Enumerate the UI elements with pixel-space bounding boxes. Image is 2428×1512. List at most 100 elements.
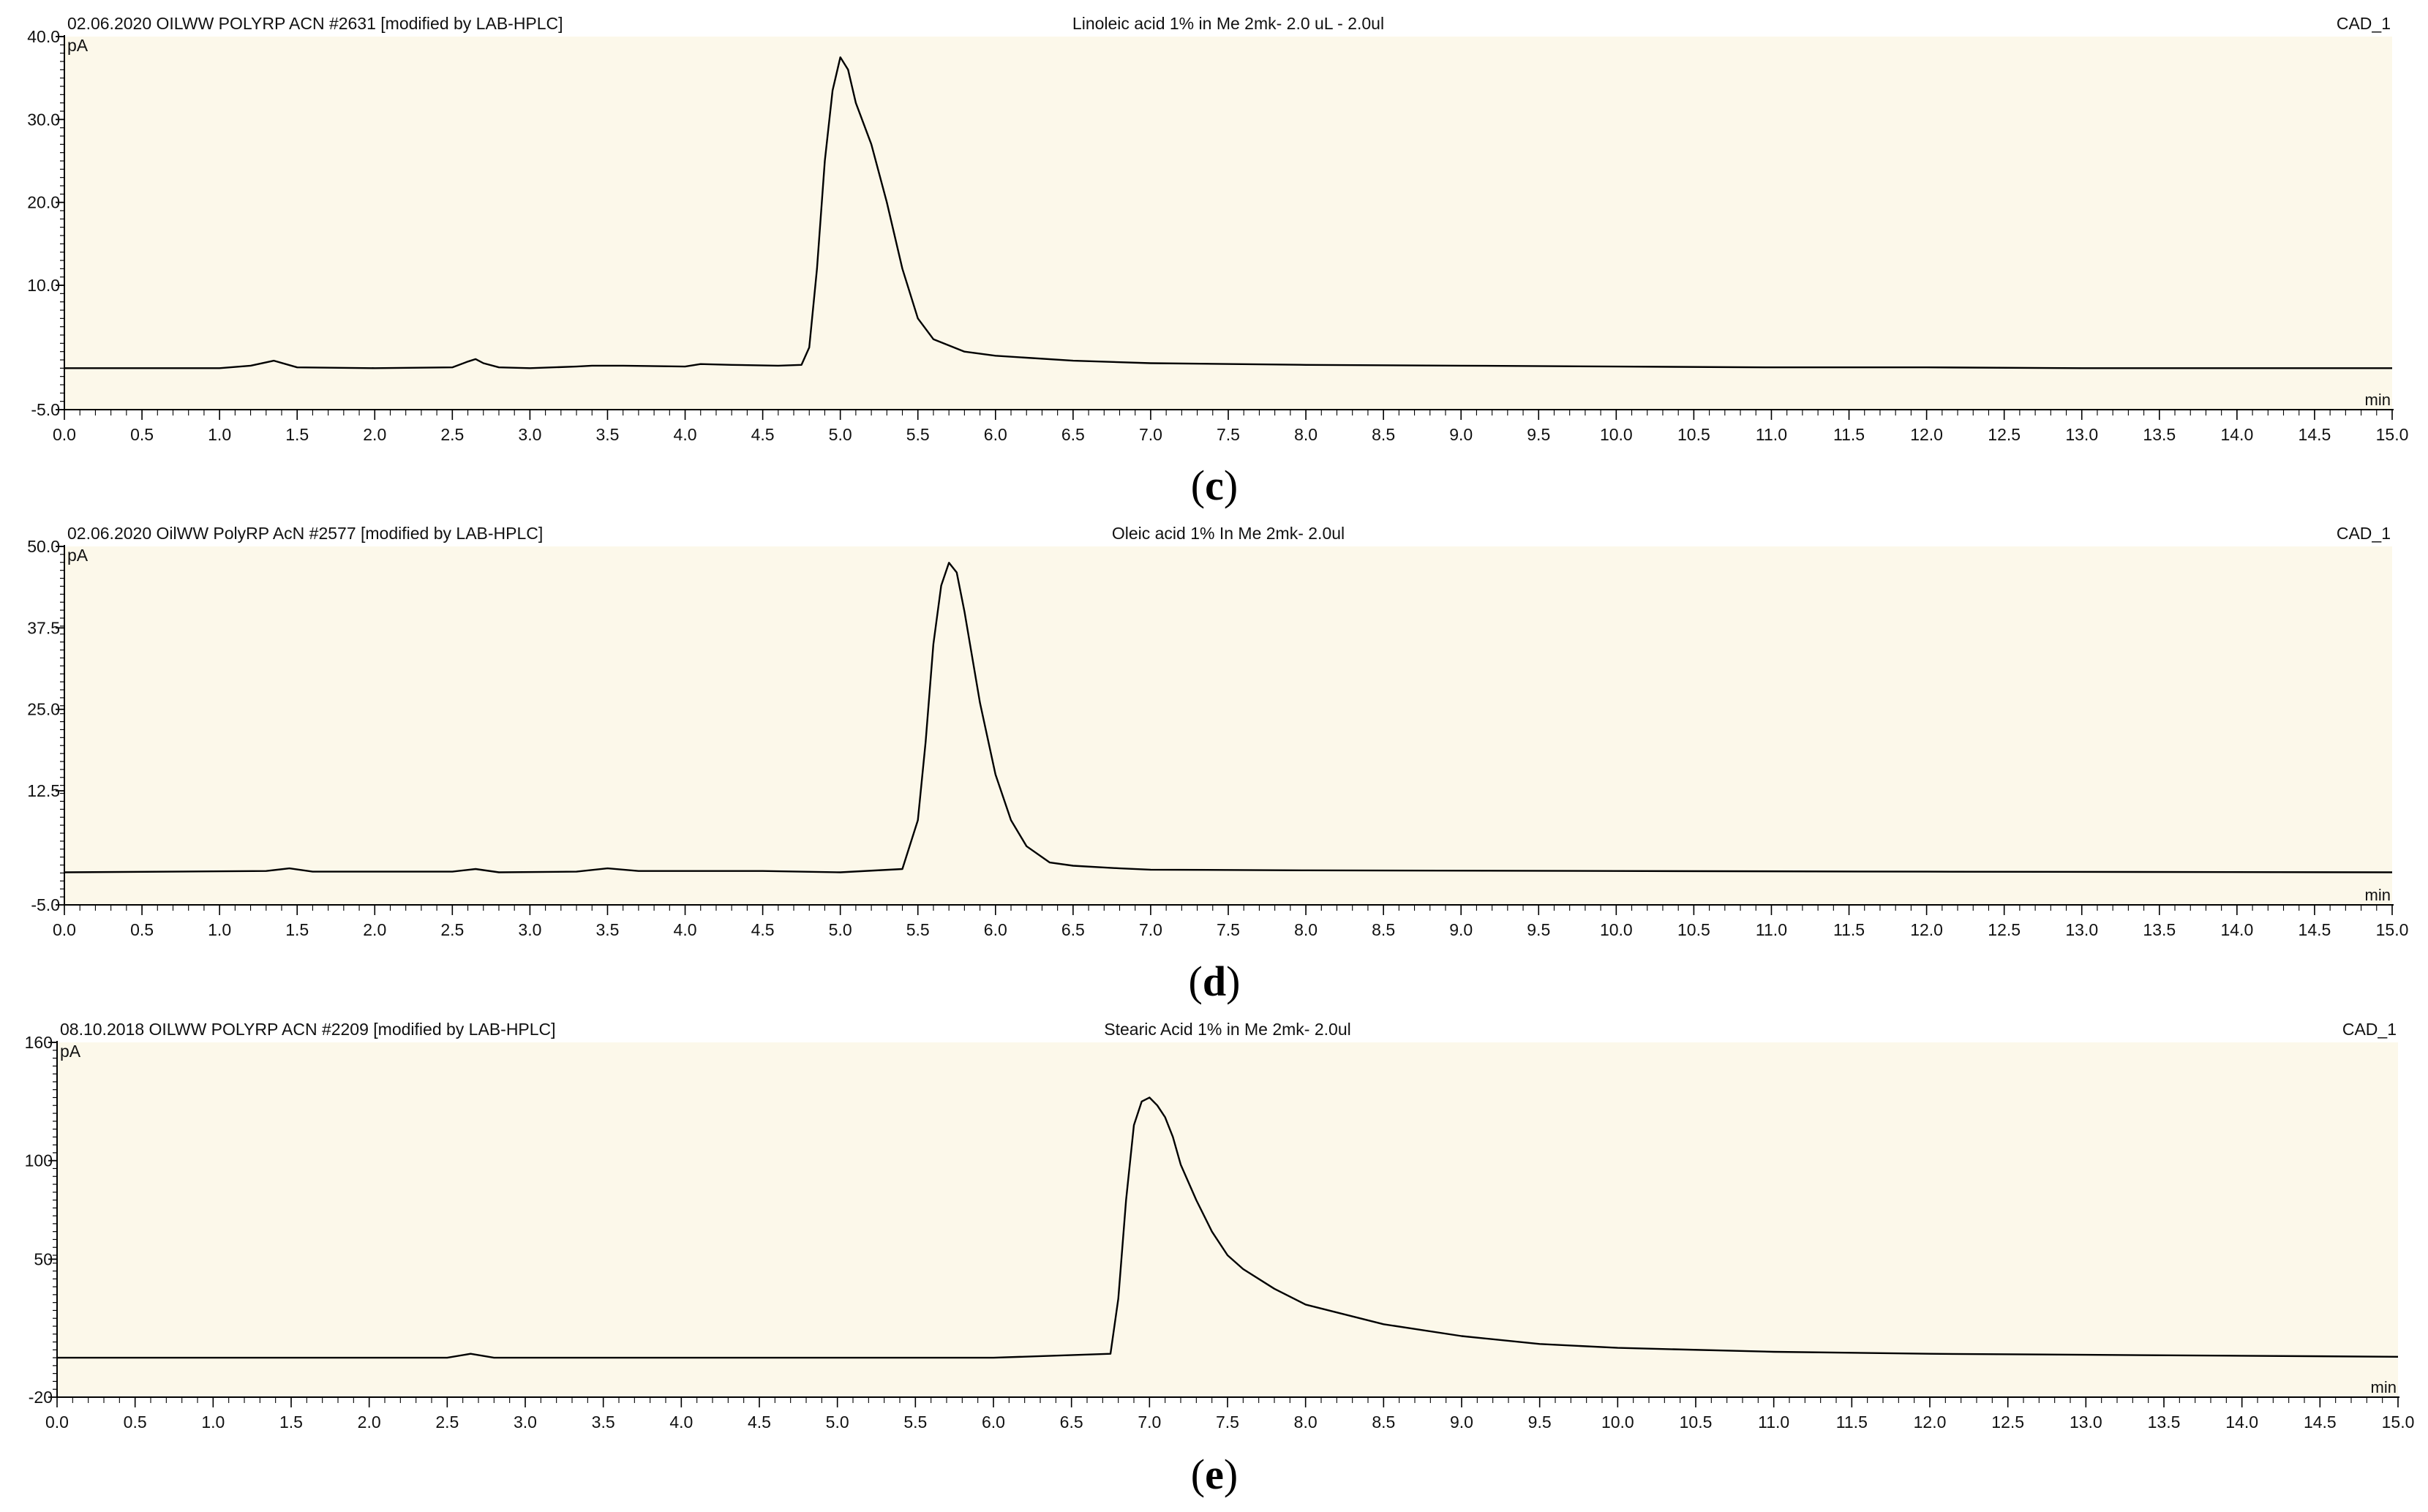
x-tick-label: 9.5 xyxy=(1528,1413,1552,1432)
x-tick-label: 2.5 xyxy=(440,920,464,939)
x-tick-label: 15.0 xyxy=(2382,1413,2415,1432)
x-tick-label: 9.0 xyxy=(1450,1413,1473,1432)
x-tick-label: 14.5 xyxy=(2299,920,2331,939)
x-tick-label: 8.0 xyxy=(1294,425,1318,444)
x-tick-label: 2.0 xyxy=(358,1413,381,1432)
x-tick-label: 9.0 xyxy=(1449,425,1473,444)
x-tick-label: 10.5 xyxy=(1677,425,1710,444)
chart-title: Oleic acid 1% In Me 2mk- 2.0ul xyxy=(1112,524,1345,543)
y-tick-label: 10.0 xyxy=(27,276,60,295)
x-tick-label: 6.0 xyxy=(984,920,1007,939)
x-tick-label: 7.5 xyxy=(1217,920,1240,939)
y-axis-unit: pA xyxy=(60,1042,81,1061)
panel-label-c: (c) xyxy=(1190,462,1239,509)
x-tick-label: 14.0 xyxy=(2225,1413,2258,1432)
x-tick-label: 9.0 xyxy=(1449,920,1473,939)
x-tick-label: 0.5 xyxy=(130,425,154,444)
plot-area xyxy=(57,1042,2398,1397)
x-axis-unit: min xyxy=(2365,886,2391,904)
series-line xyxy=(57,1097,2399,1359)
x-tick-label: 10.5 xyxy=(1680,1413,1713,1432)
y-tick-label: 50.0 xyxy=(27,537,60,556)
header-left: 02.06.2020 OILWW POLYRP ACN #2631 [modif… xyxy=(67,14,563,33)
y-tick-label: 40.0 xyxy=(27,27,60,46)
x-tick-label: 15.0 xyxy=(2376,425,2409,444)
x-tick-label: 4.5 xyxy=(751,425,775,444)
x-tick-label: 8.5 xyxy=(1372,920,1395,939)
x-tick-label: 8.0 xyxy=(1294,1413,1318,1432)
y-tick-label: 50 xyxy=(34,1249,53,1268)
x-tick-label: 4.5 xyxy=(748,1413,771,1432)
y-tick-label: 25.0 xyxy=(27,700,60,719)
panel-label-e: (e) xyxy=(1190,1451,1239,1498)
header-left: 02.06.2020 OilWW PolyRP AcN #2577 [modif… xyxy=(67,524,543,543)
x-tick-label: 5.0 xyxy=(826,1413,849,1432)
x-tick-label: 4.0 xyxy=(669,1413,693,1432)
x-tick-label: 8.0 xyxy=(1294,920,1318,939)
series-line xyxy=(64,56,2392,369)
y-tick-label: -20 xyxy=(29,1388,53,1407)
x-tick-label: 0.0 xyxy=(53,920,76,939)
x-tick-label: 12.5 xyxy=(1988,920,2021,939)
y-axis-unit: pA xyxy=(67,546,89,565)
y-tick-label: 30.0 xyxy=(27,110,60,129)
x-tick-label: 7.0 xyxy=(1139,920,1162,939)
x-tick-label: 10.5 xyxy=(1677,920,1710,939)
x-tick-label: 7.0 xyxy=(1138,1413,1161,1432)
x-axis-unit: min xyxy=(2371,1378,2397,1396)
x-tick-label: 0.0 xyxy=(53,425,76,444)
x-tick-label: 10.0 xyxy=(1600,920,1633,939)
x-tick-label: 1.0 xyxy=(208,920,231,939)
x-tick-label: 2.5 xyxy=(435,1413,459,1432)
x-tick-label: 0.0 xyxy=(45,1413,69,1432)
x-tick-label: 14.5 xyxy=(2304,1413,2337,1432)
y-tick-label: -5.0 xyxy=(31,895,60,914)
x-tick-label: 6.5 xyxy=(1061,920,1085,939)
y-axis-unit: pA xyxy=(67,36,89,55)
x-tick-label: 12.5 xyxy=(1991,1413,2024,1432)
x-tick-label: 4.0 xyxy=(674,920,697,939)
x-tick-label: 11.0 xyxy=(1758,1413,1789,1432)
x-tick-label: 3.0 xyxy=(518,920,541,939)
x-tick-label: 2.0 xyxy=(363,425,386,444)
series-line xyxy=(64,562,2393,873)
plot-area xyxy=(64,37,2392,410)
x-tick-label: 2.5 xyxy=(440,425,464,444)
y-tick-label: 100 xyxy=(25,1151,53,1170)
x-tick-label: 8.5 xyxy=(1372,425,1395,444)
y-tick-label: 20.0 xyxy=(27,193,60,212)
x-tick-label: 14.0 xyxy=(2220,425,2253,444)
chart-title: Linoleic acid 1% in Me 2mk- 2.0 uL - 2.0… xyxy=(1072,14,1384,33)
x-tick-label: 0.5 xyxy=(130,920,154,939)
y-tick-label: 37.5 xyxy=(27,618,60,637)
x-tick-label: 10.0 xyxy=(1601,1413,1634,1432)
x-tick-label: 11.5 xyxy=(1833,920,1865,939)
header-right: CAD_1 xyxy=(2337,14,2391,33)
y-tick-label: 12.5 xyxy=(27,781,60,800)
x-tick-label: 13.0 xyxy=(2065,425,2098,444)
x-tick-label: 6.5 xyxy=(1060,1413,1083,1432)
x-tick-label: 12.0 xyxy=(1910,425,1943,444)
chart-title: Stearic Acid 1% in Me 2mk- 2.0ul xyxy=(1104,1020,1350,1039)
x-tick-label: 6.0 xyxy=(982,1413,1005,1432)
x-tick-label: 5.0 xyxy=(829,425,852,444)
x-tick-label: 7.5 xyxy=(1217,425,1240,444)
x-tick-label: 9.5 xyxy=(1527,920,1550,939)
x-tick-label: 5.0 xyxy=(829,920,852,939)
x-tick-label: 1.0 xyxy=(201,1413,225,1432)
x-tick-label: 9.5 xyxy=(1527,425,1550,444)
x-tick-label: 13.5 xyxy=(2143,920,2176,939)
x-tick-label: 12.0 xyxy=(1914,1413,1947,1432)
x-axis-unit: min xyxy=(2365,391,2391,409)
x-tick-label: 12.0 xyxy=(1910,920,1943,939)
x-tick-label: 8.5 xyxy=(1372,1413,1395,1432)
panel-label-d: (d) xyxy=(1188,958,1241,1005)
x-tick-label: 3.5 xyxy=(595,920,619,939)
x-tick-label: 5.5 xyxy=(906,920,930,939)
x-tick-label: 11.0 xyxy=(1756,425,1787,444)
x-tick-label: 1.0 xyxy=(208,425,231,444)
x-tick-label: 3.5 xyxy=(592,1413,615,1432)
x-tick-label: 0.5 xyxy=(124,1413,147,1432)
x-tick-label: 6.5 xyxy=(1061,425,1085,444)
plot-area xyxy=(64,546,2392,905)
